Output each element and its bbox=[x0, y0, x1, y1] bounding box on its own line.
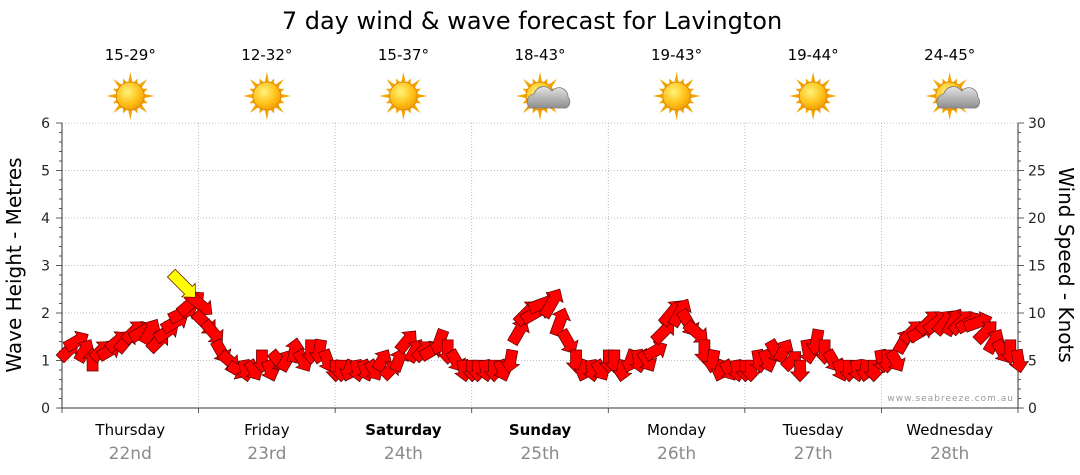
x-label-date: 25th bbox=[520, 444, 559, 464]
wind-arrow bbox=[394, 330, 417, 355]
y-tick-label-left: 1 bbox=[41, 354, 50, 370]
sun-icon bbox=[652, 72, 701, 120]
wind-arrow bbox=[982, 329, 1005, 356]
wind-arrow bbox=[538, 288, 564, 320]
wind-arrow bbox=[260, 358, 281, 382]
x-label-day: Tuesday bbox=[782, 421, 844, 439]
x-label-day: Thursday bbox=[94, 421, 165, 439]
y-tick-label-left: 3 bbox=[41, 259, 50, 275]
temp-range: 18-43° bbox=[514, 46, 565, 64]
chart-title: 7 day wind & wave forecast for Lavington bbox=[282, 7, 782, 35]
sun-icon bbox=[789, 72, 838, 120]
wind-arrow bbox=[789, 359, 811, 383]
x-axis-labels: Thursday 22nd Friday 23rd Saturday 24th Sunday… bbox=[94, 421, 993, 464]
wind-arrows bbox=[55, 268, 1030, 383]
y-tick-label-right: 10 bbox=[1028, 306, 1046, 322]
wind-arrow bbox=[780, 351, 802, 373]
wind-arrow bbox=[507, 318, 530, 347]
gust-arrow bbox=[166, 268, 196, 298]
y-tick-label-right: 5 bbox=[1028, 354, 1037, 370]
temp-range: 24-45° bbox=[924, 46, 975, 64]
y-tick-label-left: 2 bbox=[41, 306, 50, 322]
y-tick-label-left: 6 bbox=[41, 116, 50, 132]
cloud-shape bbox=[526, 86, 571, 109]
sun-icon bbox=[379, 72, 428, 120]
temp-range: 19-43° bbox=[651, 46, 702, 64]
wind-arrow bbox=[636, 348, 658, 372]
x-label-day: Friday bbox=[244, 421, 290, 439]
day-headers: 15-29° 12-32° 15-37° 18-43° 19-43° 19-44° 24-4… bbox=[105, 46, 980, 120]
y-axis-title-right: Wind Speed - Knots bbox=[1054, 167, 1078, 363]
x-label-day: Saturday bbox=[365, 421, 442, 439]
temp-range: 12-32° bbox=[241, 46, 292, 64]
temp-range: 19-44° bbox=[788, 46, 839, 64]
sun-icon bbox=[106, 72, 155, 120]
partly-cloudy-icon bbox=[516, 72, 571, 120]
x-label-date: 28th bbox=[930, 444, 969, 464]
x-label-date: 27th bbox=[794, 444, 833, 464]
y-axis-title-left: Wave Height - Metres bbox=[2, 157, 26, 372]
x-label-date: 26th bbox=[657, 444, 696, 464]
wind-arrow bbox=[972, 321, 997, 346]
wind-arrow bbox=[1008, 348, 1030, 374]
y-tick-label-right: 20 bbox=[1028, 211, 1046, 227]
credit-text: www.seabreeze.com.au bbox=[887, 394, 1014, 404]
y-tick-label-right: 30 bbox=[1028, 116, 1046, 132]
y-tick-label-left: 5 bbox=[41, 164, 50, 180]
x-label-day: Wednesday bbox=[906, 421, 993, 439]
x-label-date: 23rd bbox=[247, 444, 286, 464]
partly-cloudy-icon bbox=[925, 72, 980, 120]
y-tick-label-right: 25 bbox=[1028, 164, 1046, 180]
sun-rays bbox=[789, 72, 838, 120]
wind-arrow bbox=[642, 340, 668, 362]
wind-arrow bbox=[499, 348, 521, 374]
x-label-date: 22nd bbox=[109, 444, 152, 464]
temp-range: 15-29° bbox=[105, 46, 156, 64]
sun-rays bbox=[242, 72, 291, 120]
wind-arrow bbox=[389, 348, 409, 373]
x-label-day: Sunday bbox=[509, 421, 572, 439]
y-tick-label-right: 0 bbox=[1028, 401, 1037, 417]
temp-range: 15-37° bbox=[378, 46, 429, 64]
wind-arrow bbox=[885, 348, 906, 372]
wind-arrow bbox=[758, 348, 778, 373]
y-tick-label-left: 0 bbox=[41, 401, 50, 417]
sun-icon bbox=[242, 72, 291, 120]
cloud-shape bbox=[936, 86, 980, 109]
y-tick-label-right: 15 bbox=[1028, 259, 1046, 275]
y-tick-label-left: 4 bbox=[41, 211, 50, 227]
wind-arrow bbox=[556, 327, 579, 354]
wind-arrow bbox=[650, 321, 675, 346]
wind-arrow bbox=[73, 339, 95, 364]
x-label-day: Monday bbox=[647, 421, 706, 439]
x-label-date: 24th bbox=[384, 444, 423, 464]
axes: 0 1 2 3 4 5 6 0 5 10 15 20 25 30 bbox=[41, 116, 1046, 417]
